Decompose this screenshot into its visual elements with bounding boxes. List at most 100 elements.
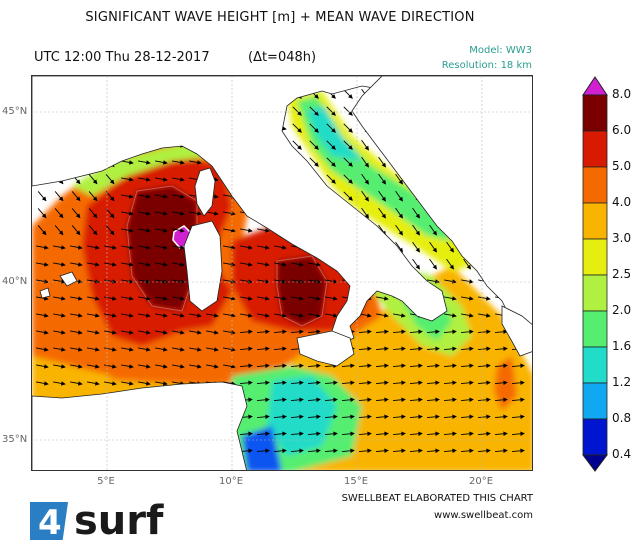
direction-arrow bbox=[392, 329, 406, 335]
direction-arrow bbox=[104, 381, 117, 386]
direction-arrow bbox=[223, 347, 236, 352]
direction-arrow bbox=[392, 431, 406, 437]
direction-arrow bbox=[460, 414, 474, 420]
direction-arrow bbox=[494, 397, 508, 403]
direction-arrow bbox=[291, 262, 304, 267]
direction-arrow bbox=[392, 448, 406, 454]
direction-arrow bbox=[426, 397, 440, 403]
wave-map-canvas bbox=[32, 76, 532, 470]
lon-label-15: 15°E bbox=[343, 476, 369, 487]
direction-arrow bbox=[88, 208, 98, 219]
colorbar-segment bbox=[582, 166, 608, 204]
direction-arrow bbox=[478, 313, 491, 318]
direction-arrow bbox=[426, 380, 440, 386]
direction-arrow bbox=[70, 347, 83, 352]
colorbar-label: 6.0 bbox=[612, 123, 632, 137]
colorbar-segment bbox=[582, 382, 608, 420]
direction-arrow bbox=[70, 296, 83, 301]
direction-arrow bbox=[429, 241, 437, 253]
direction-arrow bbox=[460, 397, 474, 403]
direction-arrow bbox=[446, 258, 454, 270]
direction-arrow bbox=[292, 123, 302, 133]
direction-arrow bbox=[70, 262, 83, 267]
direction-arrow bbox=[326, 106, 336, 116]
direction-arrow bbox=[256, 329, 270, 335]
colorbar-label: 8.0 bbox=[612, 87, 632, 101]
direction-arrow bbox=[138, 381, 151, 386]
direction-arrow bbox=[121, 296, 134, 301]
direction-arrow bbox=[358, 448, 372, 454]
direction-arrow bbox=[273, 397, 287, 403]
direction-arrow bbox=[443, 363, 457, 369]
wave-map bbox=[31, 75, 533, 471]
direction-arrow bbox=[307, 431, 321, 437]
direction-arrow bbox=[343, 174, 353, 184]
direction-arrow bbox=[88, 191, 98, 202]
direction-arrow bbox=[87, 245, 100, 250]
direction-arrow bbox=[121, 347, 134, 352]
direction-arrow bbox=[409, 397, 423, 403]
direction-arrow bbox=[307, 397, 321, 403]
direction-arrow bbox=[256, 380, 270, 386]
direction-arrow bbox=[87, 364, 100, 369]
direction-arrow bbox=[341, 414, 355, 420]
direction-arrow bbox=[155, 296, 168, 301]
direction-arrow bbox=[37, 208, 47, 219]
direction-arrow bbox=[87, 262, 100, 267]
direction-arrow bbox=[511, 448, 525, 454]
colorbar-overflow-bottom bbox=[582, 454, 608, 472]
direction-arrow bbox=[240, 262, 253, 267]
direction-arrow bbox=[309, 157, 319, 167]
direction-arrow bbox=[273, 363, 287, 369]
direction-arrow bbox=[53, 347, 66, 352]
direction-arrow bbox=[324, 414, 338, 420]
direction-arrow bbox=[375, 346, 389, 352]
direction-arrow bbox=[172, 228, 185, 233]
direction-arrow bbox=[443, 397, 457, 403]
direction-arrow bbox=[511, 397, 525, 403]
direction-arrow bbox=[308, 279, 321, 284]
direction-arrow bbox=[375, 414, 389, 420]
colorbar-label: 5.0 bbox=[612, 159, 632, 173]
direction-arrow bbox=[239, 329, 253, 335]
colorbar-label: 1.2 bbox=[612, 375, 632, 389]
direction-arrow bbox=[325, 296, 338, 301]
direction-arrow bbox=[412, 224, 420, 236]
direction-arrow bbox=[511, 380, 525, 386]
colorbar-segment bbox=[582, 310, 608, 348]
direction-arrow bbox=[206, 364, 219, 369]
direction-arrow bbox=[308, 262, 321, 267]
direction-arrow bbox=[409, 329, 423, 335]
direction-arrow bbox=[189, 211, 202, 216]
direction-arrow bbox=[343, 191, 353, 201]
direction-arrow bbox=[240, 313, 253, 318]
direction-arrow bbox=[53, 279, 66, 284]
website-link[interactable]: www.swellbeat.com bbox=[434, 510, 533, 521]
direction-arrow bbox=[392, 397, 406, 403]
direction-arrow bbox=[375, 363, 389, 369]
direction-arrow bbox=[36, 245, 49, 250]
direction-arrow bbox=[274, 296, 287, 301]
land-masses bbox=[32, 76, 532, 470]
direction-arrow bbox=[378, 207, 386, 219]
direction-arrow bbox=[138, 313, 151, 318]
direction-arrow bbox=[326, 123, 336, 133]
direction-arrow bbox=[343, 157, 353, 167]
direction-arrow bbox=[223, 313, 236, 318]
direction-arrow bbox=[341, 397, 355, 403]
direction-arrow bbox=[104, 296, 117, 301]
direction-arrow bbox=[155, 228, 168, 233]
direction-arrow bbox=[395, 173, 403, 185]
direction-arrow bbox=[105, 208, 115, 219]
direction-arrow bbox=[463, 258, 471, 270]
direction-arrow bbox=[426, 448, 440, 454]
direction-arrow bbox=[460, 346, 474, 352]
direction-arrow bbox=[172, 177, 185, 182]
direction-arrow bbox=[395, 190, 403, 202]
direction-arrow bbox=[409, 448, 423, 454]
direction-arrow bbox=[341, 448, 355, 454]
direction-arrow bbox=[341, 380, 355, 386]
direction-arrow bbox=[358, 346, 372, 352]
direction-arrow bbox=[189, 330, 202, 335]
direction-arrow bbox=[121, 245, 134, 250]
